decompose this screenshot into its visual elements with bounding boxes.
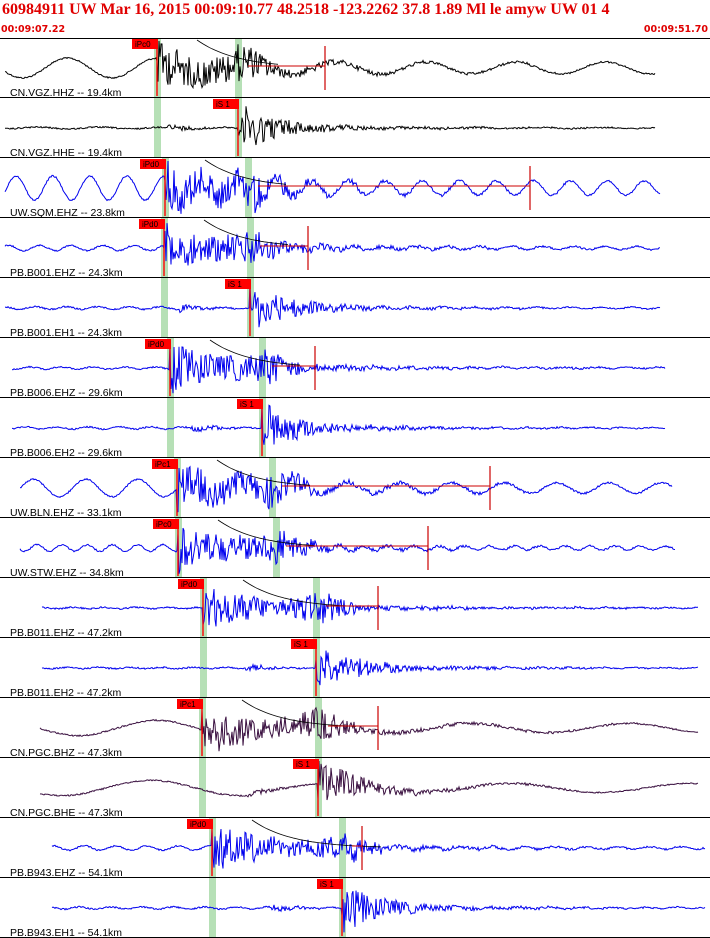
pick-box (177, 699, 203, 709)
pick-label: iPc0 (156, 520, 172, 529)
trace-label: PB.B006.EH2 -- 29.6km (10, 447, 122, 459)
trace-label: PB.B011.EH2 -- 47.2km (10, 687, 122, 699)
pick-label: iPd0 (148, 340, 165, 349)
pick-box (291, 639, 317, 649)
waveform-line (4, 40, 656, 90)
p-pick-band (167, 398, 174, 458)
trace-label: CN.PGC.BHZ -- 47.3km (10, 747, 122, 759)
s-pick-band (315, 698, 322, 758)
pick-label: iPc1 (180, 700, 196, 709)
trace-label: UW.BLN.EHZ -- 33.1km (10, 507, 122, 519)
waveform-line (51, 890, 706, 933)
trace-label: CN.PGC.BHE -- 47.3km (10, 807, 123, 819)
pick-box (213, 99, 239, 109)
coda-decay-curve (242, 579, 355, 607)
pick-label: iPd0 (142, 220, 159, 229)
traces: iPc0 CN.VGZ.HHZ -- 19.4km iS 1 CN.VGZ.HHE -… (0, 38, 710, 938)
pick-box (225, 279, 251, 289)
pick-box (139, 219, 165, 229)
trace-row: iPd0 PB.B943.EHZ -- 54.1km (0, 819, 710, 879)
pick-label: iPc0 (135, 40, 151, 49)
trace-label: CN.VGZ.HHE -- 19.4km (10, 147, 122, 159)
pick-box (153, 519, 179, 529)
pick-box (293, 759, 319, 769)
waveform-line (19, 527, 676, 574)
pick-label: iPd0 (181, 580, 198, 589)
trace-row: iS 1 CN.PGC.BHE -- 47.3km (0, 759, 710, 819)
pick-label: iS 1 (216, 100, 230, 109)
waveform-line (19, 465, 673, 513)
pick-box (178, 579, 204, 589)
pick-box (237, 399, 263, 409)
s-pick-band (273, 518, 280, 578)
coda-decay-curve (216, 459, 311, 486)
time-start-label: 00:09:07.22 (1, 24, 66, 35)
waveform-line (5, 106, 656, 146)
pick-bands (154, 38, 346, 938)
trace-label: PB.B001.EHZ -- 24.3km (10, 267, 123, 279)
pick-label: iS 1 (228, 280, 242, 289)
p-pick-band (161, 278, 168, 338)
trace-row: iS 1 PB.B001.EH1 -- 24.3km (0, 279, 710, 339)
p-pick-band (199, 758, 206, 818)
waveform-line (12, 404, 666, 445)
trace-row: iPd0 PB.B011.EHZ -- 47.2km (0, 579, 710, 639)
p-pick-band (154, 98, 161, 158)
header: 60984911 UW Mar 16, 2015 00:09:10.77 48.… (0, 0, 710, 38)
coda-decay-curve (203, 219, 289, 245)
coda-decay-curve (204, 159, 287, 185)
waveform-line (4, 223, 661, 266)
s-pick-band (247, 218, 254, 278)
waveform-line (39, 706, 699, 752)
pick-label: iPc1 (155, 460, 171, 469)
trace-row: iS 1 PB.B006.EH2 -- 29.6km (0, 399, 710, 459)
trace-label: UW.STW.EHZ -- 34.8km (10, 567, 124, 579)
trace-label: PB.B006.EHZ -- 29.6km (10, 387, 123, 399)
trace-row: iPd0 UW.SQM.EHZ -- 23.8km (0, 159, 710, 219)
waveform-line (39, 760, 699, 801)
trace-row: iPd0 PB.B006.EHZ -- 29.6km (0, 339, 710, 399)
pick-box (140, 159, 166, 169)
event-title: 60984911 UW Mar 16, 2015 00:09:10.77 48.… (2, 1, 610, 18)
waveform-line (41, 650, 699, 686)
waveform-line (4, 160, 661, 214)
trace-label: CN.VGZ.HHZ -- 19.4km (10, 87, 122, 99)
pick-label: iPd0 (190, 820, 207, 829)
pick-box (152, 459, 178, 469)
pick-label: iS 1 (320, 880, 334, 889)
trace-row: iPc1 UW.BLN.EHZ -- 33.1km (0, 459, 710, 519)
seismogram-plot[interactable]: iPc0 CN.VGZ.HHZ -- 19.4km iS 1 CN.VGZ.HHE -… (0, 38, 710, 938)
pick-label: iS 1 (240, 400, 254, 409)
trace-label: PB.B943.EHZ -- 54.1km (10, 867, 123, 879)
pick-label: iS 1 (294, 640, 308, 649)
trace-label: PB.B011.EHZ -- 47.2km (10, 627, 122, 639)
time-end-label: 00:09:51.70 (643, 24, 708, 35)
trace-row: iPd0 PB.B001.EHZ -- 24.3km (0, 219, 710, 279)
pick-box (132, 39, 158, 49)
pick-box (145, 339, 171, 349)
coda-decay-curve (241, 699, 357, 727)
pick-box (317, 879, 343, 889)
trace-label: PB.B001.EH1 -- 24.3km (10, 327, 122, 339)
trace-label: PB.B943.EH1 -- 54.1km (10, 927, 122, 938)
pick-label: iPd0 (143, 160, 160, 169)
waveform-line (11, 344, 666, 394)
waveform-line (41, 588, 698, 627)
trace-row: iS 1 PB.B011.EH2 -- 47.2km (0, 639, 710, 699)
coda-decay-curve (209, 339, 301, 366)
pick-box (187, 819, 213, 829)
trace-row: iS 1 PB.B943.EH1 -- 54.1km (0, 879, 710, 938)
coda-decay-curve (196, 39, 279, 65)
trace-label: UW.SQM.EHZ -- 23.8km (10, 207, 125, 219)
waveform-line (51, 828, 706, 869)
coda-decay-curve (217, 519, 315, 546)
s-pick-band (269, 458, 276, 518)
waveform-line (4, 283, 661, 328)
trace-row: iPc0 UW.STW.EHZ -- 34.8km (0, 519, 710, 579)
trace-row: iPc1 CN.PGC.BHZ -- 47.3km (0, 699, 710, 759)
trace-row: iPc0 CN.VGZ.HHZ -- 19.4km (0, 39, 710, 99)
pick-label: iS 1 (296, 760, 310, 769)
trace-row: iS 1 CN.VGZ.HHE -- 19.4km (0, 99, 710, 159)
